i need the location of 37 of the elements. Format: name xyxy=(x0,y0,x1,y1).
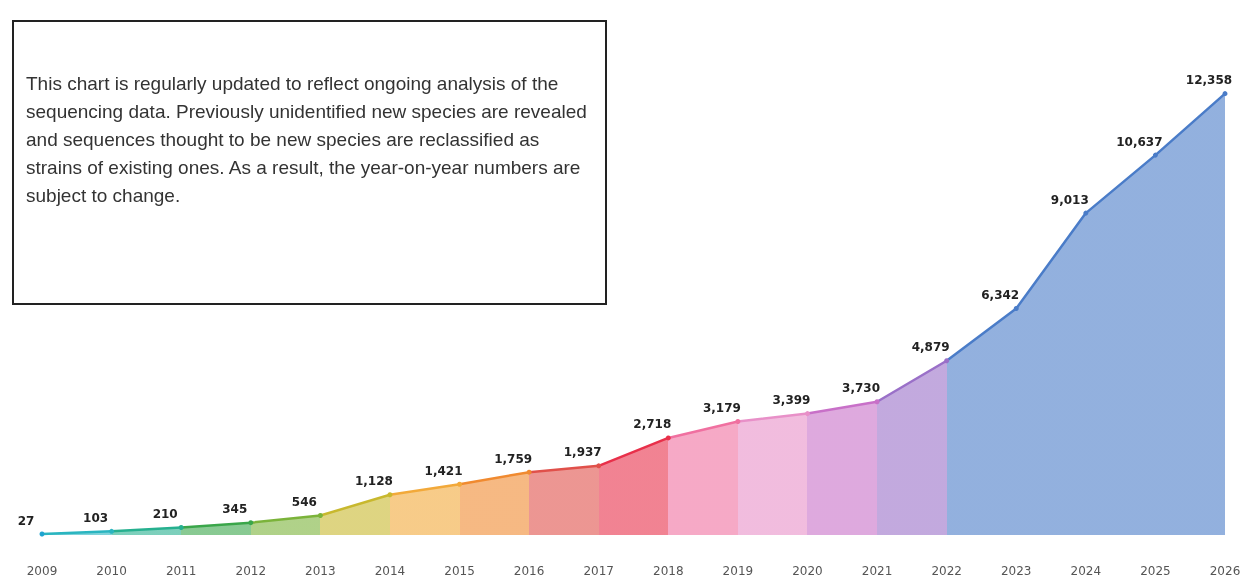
data-label: 103 xyxy=(83,510,109,525)
x-tick-label: 2012 xyxy=(235,564,267,578)
annotation: This chart is regularly updated to reflect ongoing analysis of the sequencing data. Previously unidentified new species are revealed and sequences thought to be new species are reclassified as strains of existing ones. As a result, the year-on-year numbers are subject to change. xyxy=(26,72,588,208)
x-tick-label: 2026 xyxy=(1209,564,1241,578)
x-tick-label: 2022 xyxy=(931,564,962,578)
data-label: 3,399 xyxy=(772,393,811,408)
x-tick-label: 2025 xyxy=(1140,564,1171,578)
data-label: 1,937 xyxy=(563,445,602,460)
data-label: 1,128 xyxy=(354,474,393,489)
data-label: 4,879 xyxy=(911,340,950,355)
data-label: 3,730 xyxy=(842,381,881,396)
x-tick-label: 2021 xyxy=(861,564,893,578)
x-tick-label: 2016 xyxy=(513,564,545,578)
data-label: 1,421 xyxy=(424,463,463,478)
data-label: 10,637 xyxy=(1116,134,1163,149)
data-label: 12,358 xyxy=(1185,73,1233,88)
data-label: 546 xyxy=(291,495,317,509)
data-label: 6,342 xyxy=(981,288,1020,302)
data-label: 345 xyxy=(222,502,248,517)
data-label: 9,013 xyxy=(1050,192,1089,207)
x-tick-label: 2020 xyxy=(792,564,823,578)
data-label: 27 xyxy=(17,513,35,528)
data-label: 3,179 xyxy=(702,400,741,415)
x-tick-label: 2011 xyxy=(165,564,197,578)
x-tick-label: 2024 xyxy=(1070,564,1102,578)
x-tick-label: 2017 xyxy=(583,564,614,578)
x-tick-label: 2019 xyxy=(722,564,754,578)
data-label: 1,759 xyxy=(494,451,533,466)
x-tick-label: 2013 xyxy=(305,564,336,578)
x-tick-label: 2015 xyxy=(444,564,475,578)
x-tick-label: 2023 xyxy=(1000,564,1032,578)
data-label: 2,718 xyxy=(633,417,672,432)
data-label: 210 xyxy=(152,507,178,521)
x-tick-label: 2010 xyxy=(96,564,127,578)
x-tick-label: 2018 xyxy=(653,564,684,578)
x-tick-label: 2014 xyxy=(374,564,406,578)
x-tick-label: 2009 xyxy=(26,564,58,578)
